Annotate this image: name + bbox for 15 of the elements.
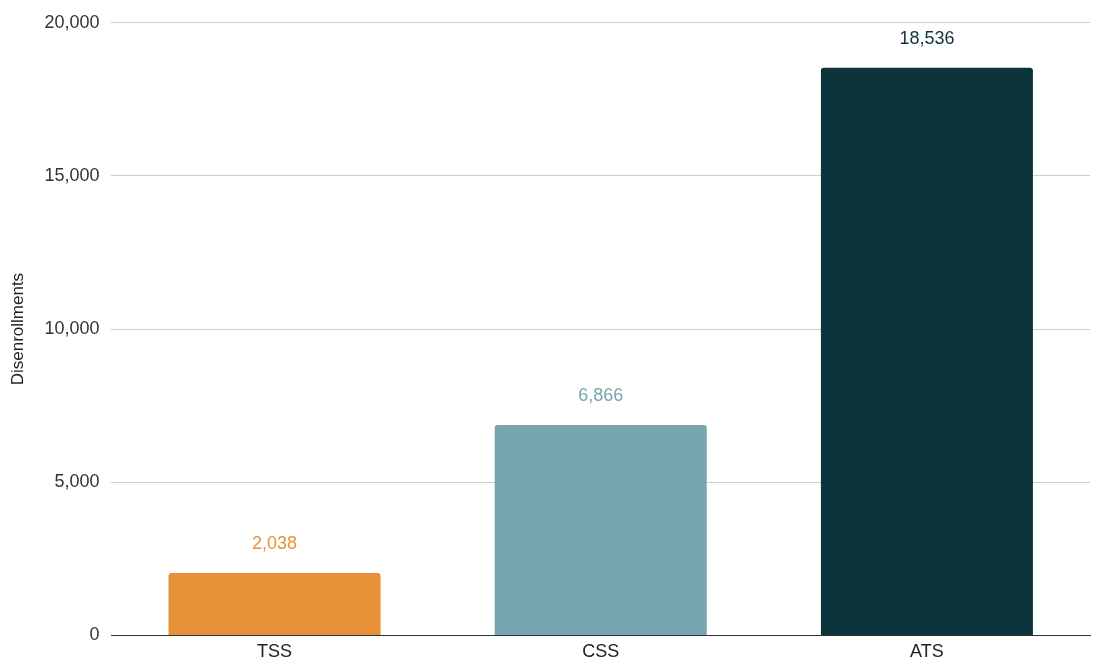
y-tick-label: 20,000 [44, 11, 100, 32]
x-tick-label: ATS [910, 641, 944, 662]
y-tick-label: 10,000 [44, 318, 100, 339]
bar [494, 425, 707, 635]
y-tick-label: 15,000 [44, 164, 100, 185]
y-tick-label: 0 [89, 624, 100, 645]
data-label: 18,536 [899, 27, 955, 48]
bar [168, 572, 381, 635]
bar [820, 67, 1033, 635]
x-tick-label: CSS [582, 641, 620, 662]
data-label: 2,038 [252, 532, 298, 553]
data-label: 6,866 [578, 385, 624, 406]
y-tick-label: 5,000 [54, 471, 100, 492]
y-axis-title: Disenrollments [7, 272, 27, 386]
x-tick-label: TSS [257, 641, 293, 662]
